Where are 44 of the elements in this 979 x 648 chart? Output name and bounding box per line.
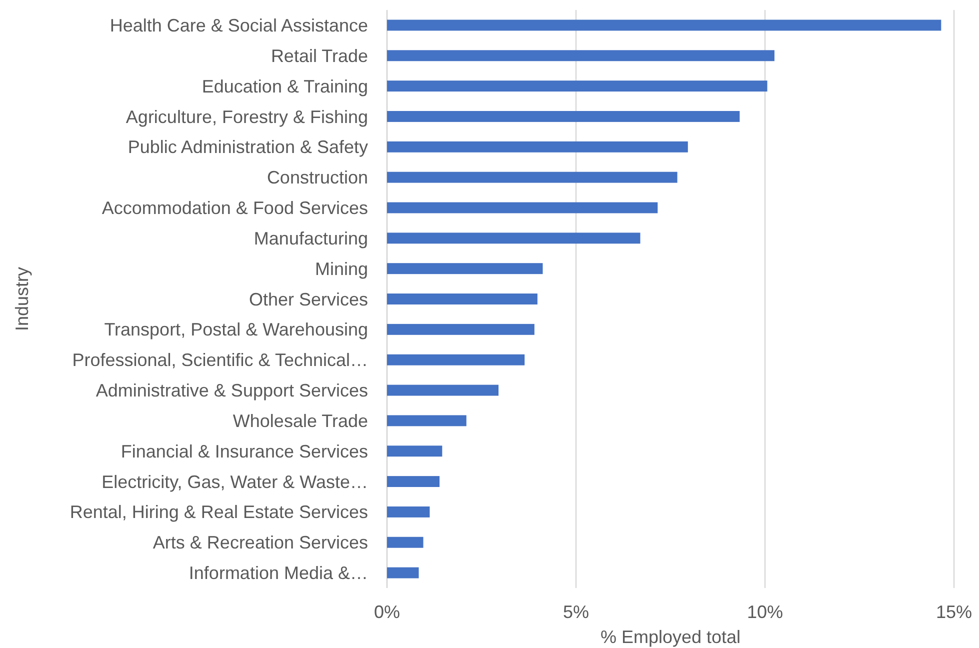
x-axis-title: % Employed total (600, 627, 741, 647)
x-tick-label: 0% (374, 602, 400, 622)
x-tick-label: 15% (936, 602, 972, 622)
bar (387, 50, 774, 62)
y-axis-title: Industry (12, 266, 32, 332)
x-tick-label: 10% (746, 602, 784, 622)
bar (387, 415, 466, 426)
bar (387, 294, 538, 304)
y-tick-label: Administrative & Support Services (96, 380, 368, 401)
y-tick-label: Other Services (248, 289, 368, 310)
bar (387, 506, 430, 518)
bar (387, 172, 678, 183)
y-tick-label: Mining (314, 258, 368, 279)
y-tick-label: Manufacturing (254, 228, 368, 248)
y-tick-label: Transport, Postal & Warehousing (104, 320, 368, 340)
y-tick-label: Professional, Scientific & Technical… (72, 350, 368, 370)
y-tick-label: Education & Training (202, 76, 368, 96)
bar (387, 263, 543, 274)
y-tick-label: Health Care & Social Assistance (110, 16, 368, 36)
bar (387, 324, 534, 335)
y-tick-label: Accommodation & Food Services (102, 198, 368, 218)
bar (387, 232, 640, 244)
y-tick-label: Rental, Hiring & Real Estate Services (70, 502, 368, 522)
bar (387, 202, 658, 214)
bar (387, 384, 499, 396)
y-tick-label: Agriculture, Forestry & Fishing (126, 106, 368, 127)
bar (387, 446, 442, 457)
y-tick-label: Financial & Insurance Services (120, 441, 368, 462)
y-tick-label: Retail Trade (270, 46, 368, 66)
bar (387, 476, 440, 488)
x-tick-label: 5% (562, 602, 590, 622)
y-tick-label: Electricity, Gas, Water & Waste… (102, 472, 368, 492)
bar (387, 354, 525, 366)
y-tick-label: Construction (266, 168, 368, 188)
bar (387, 536, 424, 548)
bar (387, 80, 768, 92)
y-tick-label: Arts & Recreation Services (152, 532, 368, 553)
bar (387, 111, 740, 122)
y-tick-label: Public Administration & Safety (128, 137, 368, 158)
y-tick-label: Information Media &… (188, 563, 368, 584)
bar (387, 141, 688, 152)
bar (387, 567, 419, 578)
y-tick-label: Wholesale Trade (232, 410, 368, 431)
bar (387, 20, 942, 31)
